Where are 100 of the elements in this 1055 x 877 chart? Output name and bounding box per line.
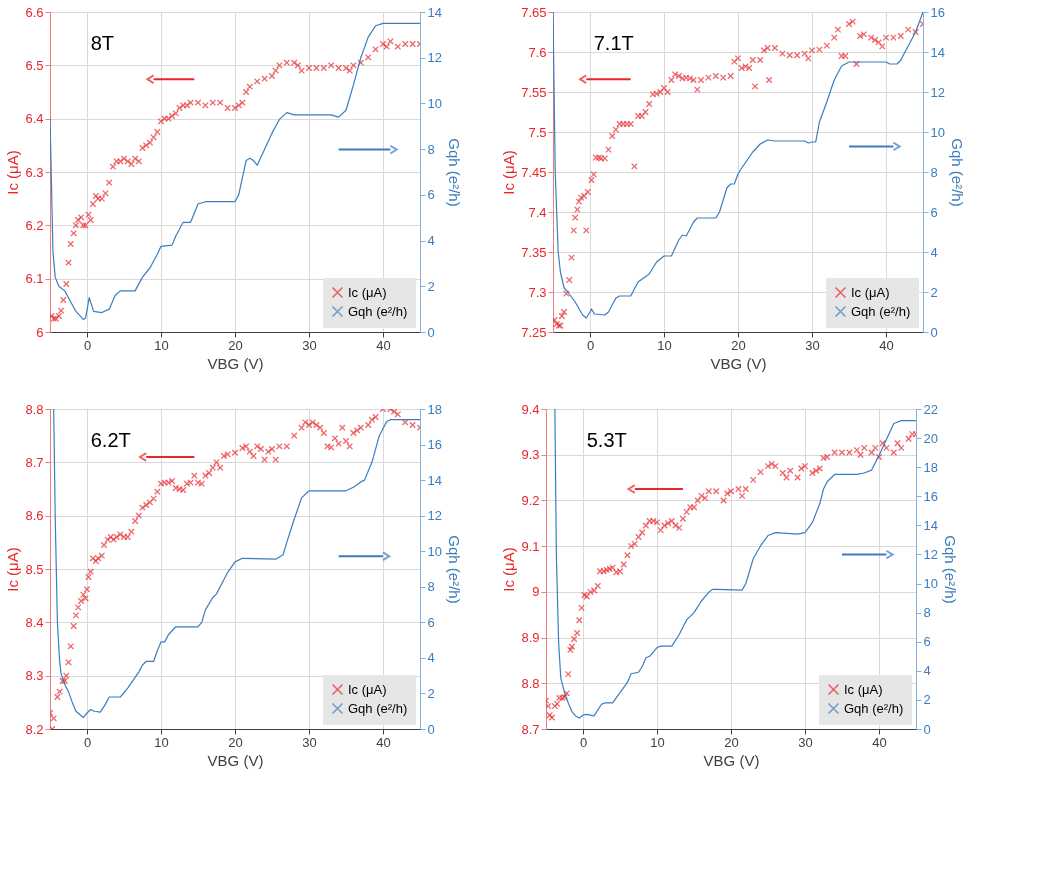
y-axis-title: Ic (μA) — [500, 547, 518, 592]
y2-tick-label: 14 — [427, 4, 442, 20]
y2-axis-title: Gqh (e²/h) — [941, 535, 959, 604]
y-tick-label: 7.65 — [521, 4, 547, 20]
y2-tick-label: 12 — [427, 508, 442, 524]
x-tick-label: 30 — [302, 734, 317, 750]
y-tick-label: 7.25 — [521, 324, 547, 340]
y-tick-label: 8.9 — [521, 630, 540, 646]
annotation: 7.1T — [593, 32, 634, 54]
y2-tick-label: 8 — [930, 164, 938, 180]
x-axis-title: VBG (V) — [207, 354, 264, 372]
y2-tick-label: 6 — [427, 187, 435, 203]
y2-tick-label: 8 — [427, 579, 435, 595]
annotation: 5.3T — [586, 429, 627, 451]
y2-tick-label: 0 — [923, 721, 931, 737]
legend-label: Ic (μA) — [348, 284, 387, 300]
y-axis-title: Ic (μA) — [4, 547, 22, 592]
x-tick-label: 0 — [586, 337, 595, 353]
y2-tick-label: 10 — [930, 124, 945, 140]
y2-tick-label: 10 — [427, 543, 442, 559]
x-tick-label: 0 — [579, 734, 588, 750]
x-axis-title: VBG (V) — [207, 751, 264, 769]
y-tick-label: 8.6 — [25, 508, 44, 524]
x-tick-label: 10 — [650, 734, 665, 750]
y-tick-label: 6.2 — [25, 217, 44, 233]
y2-tick-label: 22 — [923, 401, 938, 417]
y-tick-label: 6.1 — [25, 271, 44, 287]
y2-tick-label: 6 — [923, 634, 931, 650]
y2-tick-label: 4 — [930, 244, 938, 260]
y2-tick-label: 16 — [427, 437, 442, 453]
x-tick-label: 20 — [228, 734, 243, 750]
y2-axis-title: Gqh (e²/h) — [445, 535, 463, 604]
y-tick-label: 6.3 — [25, 164, 44, 180]
y2-tick-label: 4 — [427, 650, 435, 666]
x-tick-label: 30 — [798, 734, 813, 750]
y2-tick-label: 0 — [427, 721, 435, 737]
y-tick-label: 8.7 — [25, 454, 44, 470]
legend-label: Ic (μA) — [348, 681, 387, 697]
y2-tick-label: 4 — [427, 233, 435, 249]
y-tick-label: 8.2 — [25, 721, 44, 737]
x-tick-label: 0 — [83, 734, 92, 750]
y-tick-label: 8.5 — [25, 561, 44, 577]
y-tick-label: 9.3 — [521, 447, 540, 463]
y2-tick-label: 16 — [923, 488, 938, 504]
x-tick-label: 40 — [872, 734, 887, 750]
y2-tick-label: 20 — [923, 430, 938, 446]
y-tick-label: 9 — [532, 584, 540, 600]
y-axis-title: Ic (μA) — [500, 150, 518, 195]
x-tick-label: 10 — [154, 734, 169, 750]
y2-tick-label: 2 — [427, 278, 435, 294]
x-tick-label: 30 — [302, 337, 317, 353]
y2-tick-label: 12 — [427, 50, 442, 66]
x-tick-label: 20 — [228, 337, 243, 353]
y2-tick-label: 2 — [930, 284, 938, 300]
y2-tick-label: 6 — [427, 614, 435, 630]
y2-tick-label: 12 — [930, 84, 945, 100]
y2-tick-label: 12 — [923, 546, 938, 562]
annotation: 8T — [90, 32, 115, 54]
y2-tick-label: 0 — [930, 324, 938, 340]
y2-tick-label: 0 — [427, 324, 435, 340]
x-axis-title: VBG (V) — [703, 751, 760, 769]
y2-axis-title: Gqh (e²/h) — [445, 138, 463, 207]
x-tick-label: 40 — [376, 734, 391, 750]
x-tick-label: 20 — [724, 734, 739, 750]
y-tick-label: 6.4 — [25, 111, 44, 127]
y-tick-label: 9.4 — [521, 401, 540, 417]
legend-label: Ic (μA) — [851, 284, 890, 300]
annotation: 6.2T — [90, 429, 131, 451]
y2-tick-label: 14 — [930, 44, 945, 60]
y-tick-label: 6 — [36, 324, 44, 340]
y2-tick-label: 8 — [427, 141, 435, 157]
y-tick-label: 7.5 — [528, 124, 547, 140]
y-tick-label: 8.8 — [25, 401, 44, 417]
y2-tick-label: 18 — [923, 459, 938, 475]
x-axis-title: VBG (V) — [710, 354, 767, 372]
legend-label: Gqh (e²/h) — [348, 700, 408, 716]
y2-tick-label: 6 — [930, 204, 938, 220]
y-tick-label: 9.1 — [521, 538, 540, 554]
y-tick-label: 7.45 — [521, 164, 547, 180]
legend-label: Gqh (e²/h) — [844, 700, 904, 716]
y-tick-label: 6.5 — [25, 57, 44, 73]
legend-label: Gqh (e²/h) — [851, 303, 911, 319]
y-tick-label: 9.2 — [521, 492, 540, 508]
x-tick-label: 40 — [879, 337, 894, 353]
y2-tick-label: 8 — [923, 605, 931, 621]
y-tick-label: 7.3 — [528, 284, 547, 300]
legend-label: Ic (μA) — [844, 681, 883, 697]
y-tick-label: 8.7 — [521, 721, 540, 737]
y2-tick-label: 2 — [427, 685, 435, 701]
y2-tick-label: 2 — [923, 692, 931, 708]
x-tick-label: 40 — [376, 337, 391, 353]
x-tick-label: 20 — [731, 337, 746, 353]
y2-tick-label: 10 — [923, 576, 938, 592]
y-tick-label: 8.3 — [25, 668, 44, 684]
y-tick-label: 7.6 — [528, 44, 547, 60]
y-tick-label: 7.4 — [528, 204, 547, 220]
y2-tick-label: 4 — [923, 663, 931, 679]
y-tick-label: 7.55 — [521, 84, 547, 100]
y2-axis-title: Gqh (e²/h) — [948, 138, 966, 207]
x-tick-label: 30 — [805, 337, 820, 353]
